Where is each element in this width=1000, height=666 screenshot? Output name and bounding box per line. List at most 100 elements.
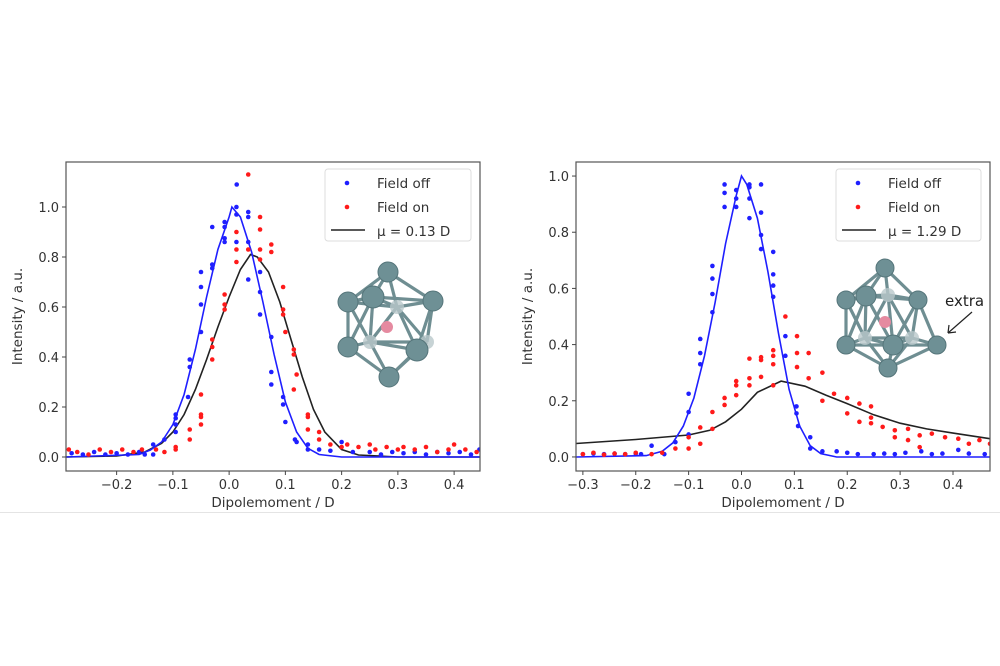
data-point-field-on [770, 383, 776, 388]
data-point-field-off [733, 204, 739, 210]
data-point-field-off [758, 182, 764, 187]
data-point-field-on [222, 302, 227, 307]
data-point-field-off [257, 289, 263, 295]
y-tick-label: 0.6 [548, 282, 569, 297]
legend-label: Field on [377, 200, 429, 216]
data-point-field-off [758, 246, 764, 252]
data-point-field-on [659, 450, 665, 456]
fit-line-dipole [576, 380, 990, 445]
data-point-field-off [401, 450, 406, 456]
data-point-field-on [209, 357, 215, 362]
atom [378, 366, 400, 388]
legend-label: μ = 1.29 D [888, 224, 961, 240]
axes-frame [575, 161, 991, 472]
atom [377, 261, 399, 283]
data-point-field-off [758, 210, 764, 215]
data-point-field-on [794, 350, 800, 356]
cluster-inset [337, 261, 444, 388]
bond [863, 294, 890, 339]
data-point-field-off [673, 439, 678, 445]
x-axis-label: Dipolemoment / D [721, 495, 844, 511]
data-point-field-off [747, 196, 752, 201]
atom [927, 335, 947, 355]
x-tick-label: 0.2 [331, 478, 352, 493]
data-point-field-off [234, 182, 240, 187]
data-point-field-on [280, 307, 286, 312]
atom-back [881, 288, 895, 302]
data-point-field-on [66, 447, 72, 452]
chart-panel-2: −0.3 −0.2 −0.1 0.0 0.1 0.2 0.3 0.4 0.0 0.2 0.4 0.6 0… [520, 161, 991, 511]
data-point-field-on [905, 437, 911, 443]
data-point-field-off [807, 446, 813, 451]
data-point-field-off [783, 333, 788, 339]
data-point-field-on [198, 392, 204, 397]
data-point-field-on [339, 444, 344, 450]
data-point-field-off [929, 451, 935, 457]
data-point-field-off [722, 190, 727, 196]
data-point-field-off [747, 184, 752, 190]
data-point-field-off [783, 353, 788, 359]
atom [855, 285, 877, 307]
atom [836, 335, 856, 355]
data-point-field-on [257, 227, 263, 232]
atom-back [390, 300, 404, 314]
atom [882, 334, 904, 356]
data-point-field-off [446, 450, 451, 456]
data-point-field-off [173, 429, 178, 435]
data-point-field-on [434, 449, 440, 455]
data-point-field-on [245, 172, 251, 177]
data-point-field-off [222, 219, 227, 225]
data-point-field-off [710, 291, 715, 297]
data-point-field-off [125, 452, 131, 457]
data-point-field-off [747, 215, 752, 221]
data-point-field-on [401, 444, 406, 450]
data-point-field-off [283, 419, 288, 425]
data-point-field-on [831, 391, 837, 397]
data-point-field-on [451, 442, 457, 447]
data-point-field-on [373, 447, 378, 452]
data-point-field-on [344, 442, 350, 447]
data-point-field-off [794, 404, 799, 409]
data-point-field-off [69, 450, 74, 456]
data-point-field-off [710, 309, 715, 315]
atom [337, 291, 359, 313]
data-point-field-off [871, 451, 876, 457]
data-point-field-on [291, 347, 297, 352]
data-point-field-off [187, 364, 193, 370]
bond [886, 294, 914, 339]
data-point-field-off [187, 357, 193, 362]
data-point-field-on [880, 424, 885, 430]
data-point-field-on [291, 352, 297, 357]
legend-box [324, 168, 472, 242]
data-point-field-off [710, 263, 715, 269]
x-tick-label: −0.2 [101, 478, 133, 493]
data-point-field-on [74, 449, 80, 455]
data-point-field-off [114, 450, 119, 456]
legend-marker-field-on [344, 204, 350, 210]
data-point-field-on [580, 451, 586, 457]
x-tick-label: 0.1 [275, 478, 296, 493]
data-point-field-on [686, 434, 691, 440]
data-point-field-off [198, 329, 204, 335]
data-point-field-off [638, 451, 644, 457]
data-point-field-off [686, 391, 691, 397]
data-point-field-on [747, 383, 752, 388]
data-point-field-off [770, 249, 776, 255]
data-point-field-on [367, 442, 373, 447]
data-point-field-on [770, 347, 776, 353]
atom [337, 336, 359, 358]
data-point-field-off [339, 439, 344, 445]
chart-panel-1: −0.2 −0.1 0.0 0.1 0.2 0.3 0.4 0.0 0.2 0.4 0.6 0.8 1.… [10, 161, 481, 511]
data-point-field-on [162, 449, 167, 455]
atom-back [858, 331, 872, 345]
legend: Field off Field on μ = 0.13 D [324, 168, 472, 242]
data-point-field-off [173, 415, 178, 421]
x-tick-label: 0.3 [388, 478, 409, 493]
data-point-field-on [806, 376, 811, 381]
atom-back [905, 331, 919, 345]
data-point-field-off [770, 294, 776, 300]
y-tick-label: 1.0 [548, 170, 569, 185]
data-point-field-off [350, 449, 356, 455]
data-point-field-off [686, 409, 691, 415]
data-point-field-off [198, 284, 204, 290]
